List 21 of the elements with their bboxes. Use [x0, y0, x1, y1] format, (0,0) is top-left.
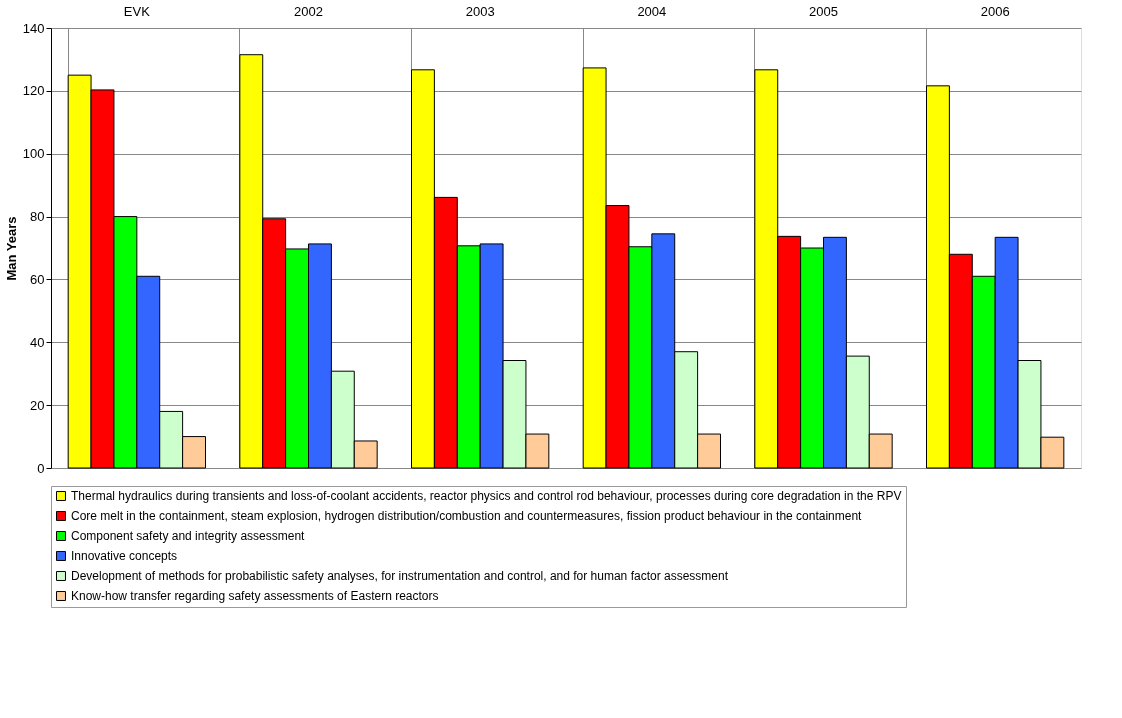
legend-label: Innovative concepts: [71, 549, 178, 563]
x-tick-label: 2003: [465, 3, 495, 19]
y-tick-label: 60: [30, 271, 45, 287]
x-tick-label: 2005: [809, 3, 838, 19]
y-tick-label: 0: [37, 460, 45, 476]
x-tick-label: 2002: [294, 3, 323, 19]
y-tick-label: 100: [22, 146, 45, 162]
y-axis-title: Man Years: [3, 216, 19, 281]
legend-label: Component safety and integrity assessment: [71, 529, 306, 543]
legend-label: Core melt in the containment, steam explosion, hydrogen distribution/combustion and countermeasures, fission product behaviour in the containment: [71, 509, 863, 523]
y-tick-label: 80: [30, 209, 45, 225]
y-tick-label: 120: [22, 83, 45, 99]
legend-label: Development of methods for probabilistic safety analyses, for instrumentation and control, and for human factor assessment: [71, 569, 729, 583]
x-tick-label: 2006: [980, 3, 1010, 19]
x-tick-label: EVK: [123, 3, 151, 19]
y-tick-label: 140: [22, 20, 45, 36]
y-tick-label: 40: [30, 334, 45, 350]
x-tick-label: 2004: [637, 3, 667, 19]
legend-label: Know-how transfer regarding safety assessments of Eastern reactors: [71, 589, 439, 603]
y-tick-label: 20: [30, 397, 45, 413]
legend-label: Thermal hydraulics during transients and loss-of-coolant accidents, reactor physics and control rod behaviour, processes during core degradation in the RPV: [71, 489, 902, 503]
